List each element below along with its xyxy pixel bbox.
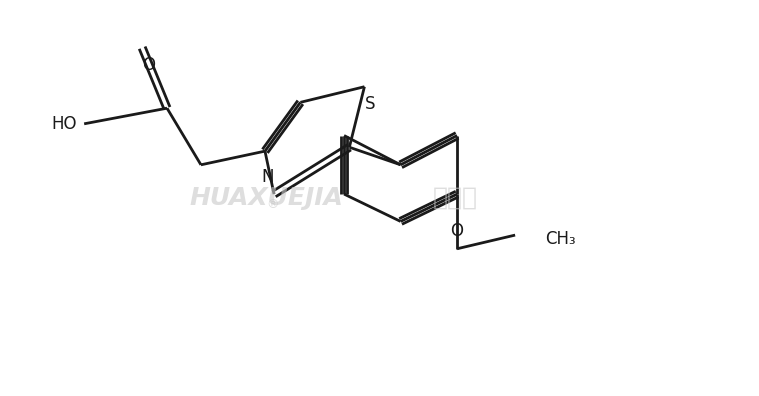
Text: 化学加: 化学加 (433, 186, 477, 210)
Text: HO: HO (51, 115, 77, 133)
Text: O: O (451, 222, 464, 240)
Text: N: N (262, 168, 274, 185)
Text: HUAXUEJIA: HUAXUEJIA (190, 186, 343, 210)
Text: CH₃: CH₃ (545, 230, 576, 248)
Text: ®: ® (266, 198, 279, 211)
Text: S: S (365, 95, 376, 113)
Text: O: O (142, 56, 155, 74)
